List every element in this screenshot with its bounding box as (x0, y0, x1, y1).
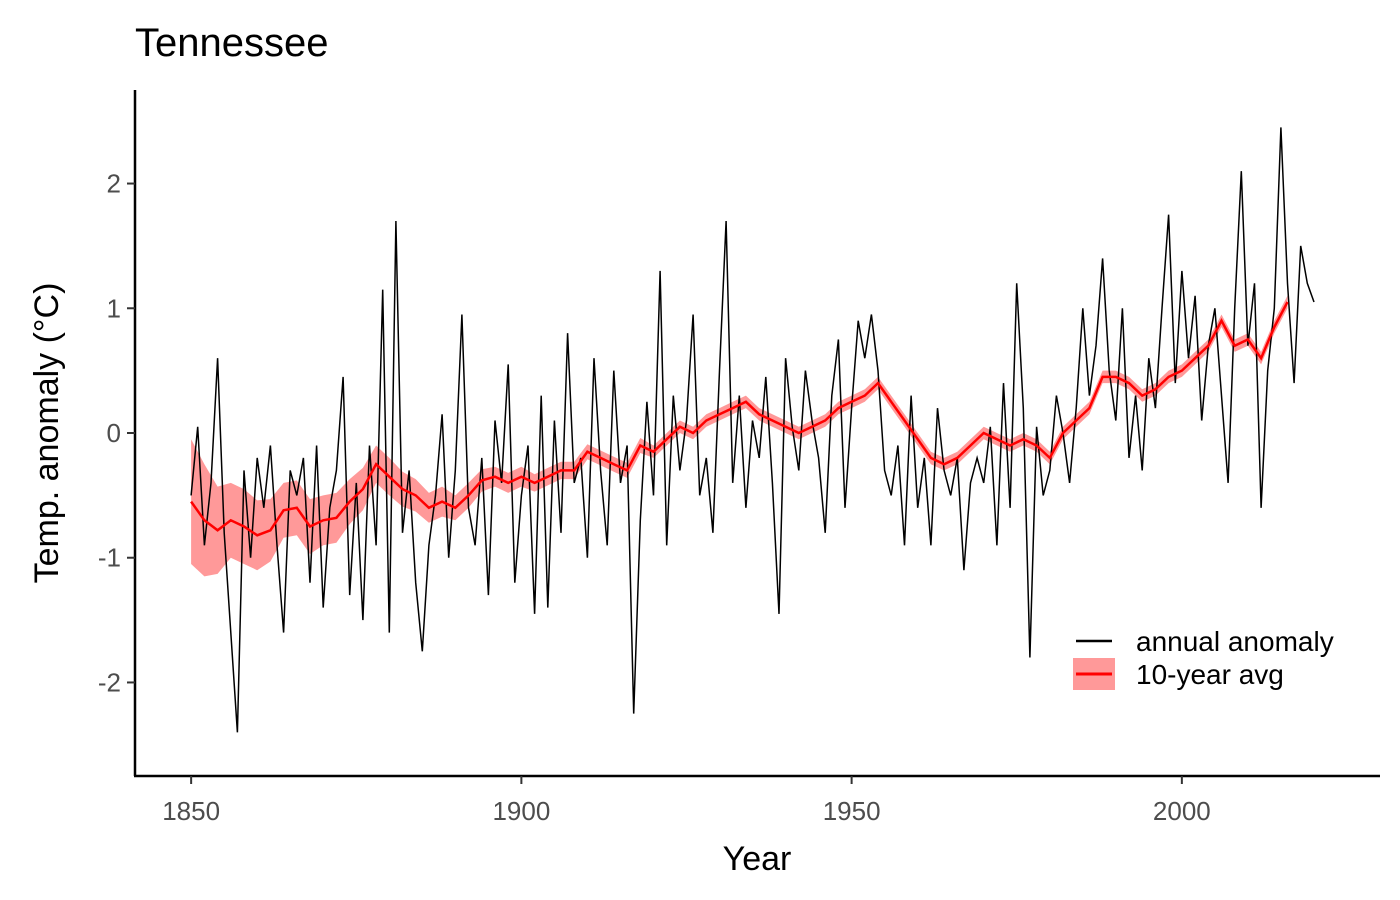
x-tick-label: 1950 (823, 796, 881, 826)
y-axis-ticks: -2 -1 0 1 2 (98, 169, 135, 697)
y-axis-title: Temp. anomaly (°C) (28, 283, 66, 584)
x-tick-label: 1900 (492, 796, 550, 826)
y-tick-label: 2 (107, 169, 121, 199)
plot-area (190, 127, 1315, 733)
y-tick-label: -1 (98, 543, 121, 573)
legend: annual anomaly 10-year avg (1073, 626, 1334, 690)
ten-year-avg-line (190, 301, 1289, 537)
y-tick-label: 0 (107, 418, 121, 448)
x-tick-label: 2000 (1153, 796, 1211, 826)
y-tick-label: -2 (98, 667, 121, 697)
x-axis-ticks: 1850 1900 1950 2000 (162, 776, 1211, 826)
chart-title: Tennessee (135, 21, 328, 65)
x-tick-label: 1850 (162, 796, 220, 826)
y-tick-label: 1 (107, 293, 121, 323)
legend-label-annual-anomaly: annual anomaly (1136, 626, 1334, 657)
ten-year-avg-band (191, 295, 1288, 577)
annual-anomaly-line (190, 127, 1315, 733)
legend-label-ten-year-avg: 10-year avg (1136, 659, 1284, 690)
x-axis-title: Year (723, 840, 792, 878)
